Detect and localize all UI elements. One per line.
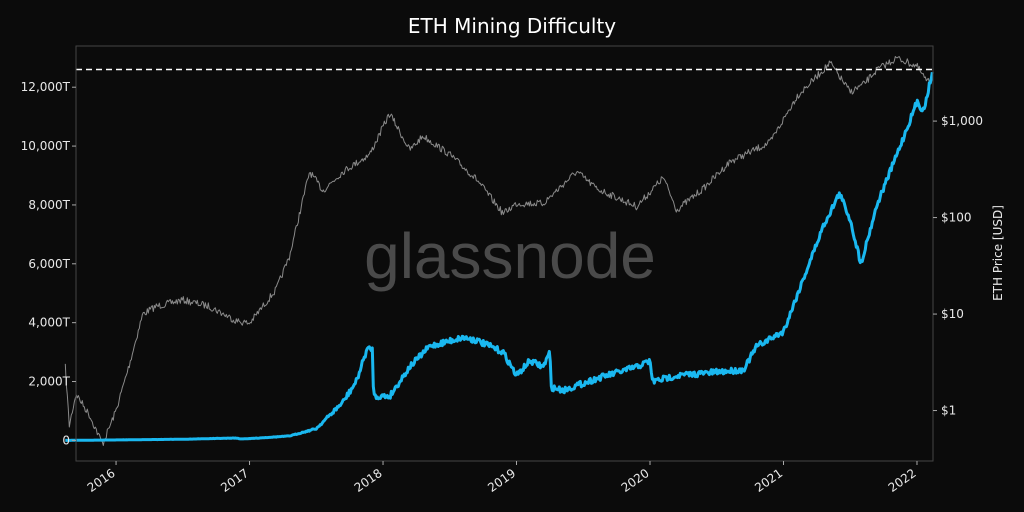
- y-right-tick-label: $1: [941, 404, 956, 418]
- y-left-tick-label: 2,000T: [28, 375, 70, 389]
- x-tick-label: 2022: [886, 466, 919, 495]
- y-left-tick-label: 6,000T: [28, 257, 70, 271]
- y-left-tick-label: 10,000T: [21, 139, 71, 153]
- x-tick-label: 2018: [352, 466, 385, 495]
- y-left-tick-label: 8,000T: [28, 198, 70, 212]
- x-tick-label: 2019: [485, 466, 518, 495]
- eth-price-line: [64, 56, 933, 446]
- x-tick-label: 2020: [619, 466, 652, 495]
- y-right-tick-label: $1,000: [941, 114, 983, 128]
- y-left-tick-label: 0: [62, 433, 70, 447]
- y-left-tick-label: 4,000T: [28, 316, 70, 330]
- y-right-tick-label: $100: [941, 211, 972, 225]
- plot-frame: [75, 45, 934, 462]
- x-tick-label: 2021: [752, 466, 785, 495]
- x-tick-label: 2017: [218, 466, 251, 495]
- x-tick-label: 2016: [85, 466, 118, 495]
- chart-title: ETH Mining Difficulty: [407, 14, 617, 38]
- y-right-tick-label: $10: [941, 307, 964, 321]
- difficulty-line: [64, 71, 934, 442]
- right-axis-label: ETH Price [USD]: [991, 205, 1005, 301]
- y-left-tick-label: 12,000T: [21, 80, 71, 94]
- watermark-logo: glassnode: [364, 220, 656, 292]
